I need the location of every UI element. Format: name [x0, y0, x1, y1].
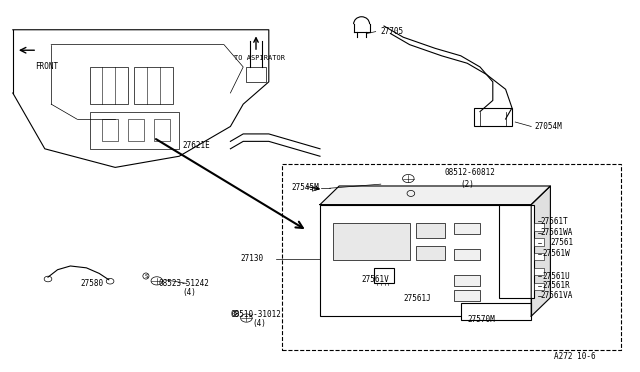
Text: 27570M: 27570M: [467, 315, 495, 324]
Bar: [90, 67, 128, 104]
Text: (4): (4): [253, 319, 267, 328]
Bar: [461, 303, 531, 320]
Text: 27561VA: 27561VA: [541, 291, 573, 300]
Bar: [454, 275, 480, 286]
Bar: [102, 119, 118, 141]
Bar: [474, 108, 512, 126]
Polygon shape: [312, 187, 319, 191]
Polygon shape: [531, 186, 550, 316]
Bar: [282, 164, 621, 350]
Bar: [534, 283, 544, 290]
Text: (2): (2): [461, 180, 475, 189]
Bar: [454, 249, 480, 260]
Text: 08512-60812: 08512-60812: [445, 169, 495, 177]
Text: 27621E: 27621E: [182, 141, 210, 150]
Bar: [534, 223, 544, 231]
Text: 27561J: 27561J: [403, 294, 431, 303]
Text: 27130: 27130: [240, 254, 263, 263]
Bar: [320, 205, 531, 316]
Text: 27561WA: 27561WA: [541, 228, 573, 237]
Text: 27561T: 27561T: [541, 217, 568, 226]
Text: S: S: [144, 273, 148, 279]
Bar: [534, 238, 544, 246]
Text: S: S: [234, 311, 237, 316]
Text: 27561V: 27561V: [362, 275, 389, 284]
Text: 27580: 27580: [80, 279, 103, 288]
Bar: [416, 246, 445, 260]
Text: 27705: 27705: [381, 27, 404, 36]
Bar: [374, 268, 394, 283]
Bar: [90, 112, 179, 149]
Bar: [416, 223, 445, 238]
Text: FRONT: FRONT: [35, 62, 58, 71]
Text: 08523-51242: 08523-51242: [159, 279, 209, 288]
Bar: [534, 253, 544, 260]
Text: 08510-31012: 08510-31012: [230, 310, 281, 319]
Bar: [534, 268, 544, 275]
Text: (4): (4): [182, 288, 196, 296]
Bar: [499, 205, 534, 298]
Polygon shape: [320, 186, 550, 205]
Bar: [134, 67, 173, 104]
Bar: [454, 223, 480, 234]
Text: 27561W: 27561W: [543, 249, 570, 258]
Text: TO ASPIRATOR: TO ASPIRATOR: [234, 55, 285, 61]
Bar: [128, 119, 144, 141]
Bar: [246, 67, 266, 82]
Text: A272 10-6: A272 10-6: [554, 352, 595, 361]
Bar: [333, 223, 410, 260]
Bar: [154, 119, 170, 141]
Bar: [454, 290, 480, 301]
Text: 27561U: 27561U: [543, 272, 570, 280]
Text: 27561: 27561: [550, 238, 573, 247]
Text: 27561R: 27561R: [543, 281, 570, 290]
Text: 27054M: 27054M: [534, 122, 562, 131]
Text: 27545M: 27545M: [291, 183, 319, 192]
